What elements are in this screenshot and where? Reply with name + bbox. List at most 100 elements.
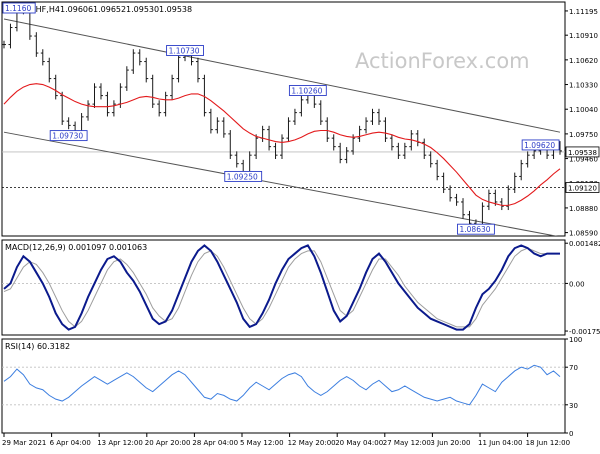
macd-line	[3, 244, 560, 331]
price-tick-label: 1.09750	[569, 131, 598, 139]
price-tick-label: 1.11195	[569, 8, 598, 16]
price-bar	[105, 91, 110, 117]
price-bar	[144, 57, 149, 83]
price-tick: 1.08590	[565, 230, 598, 238]
price-bar	[98, 83, 103, 100]
price-bar	[292, 108, 297, 125]
price-annotation-label: 1.10260	[291, 86, 322, 95]
price-annotations: 1.1160 1.10730 1.09730 1.10260 1.09250 1.0962…	[2, 2, 560, 235]
rsi-tick: 30	[565, 402, 578, 410]
time-tick-label: 6 Apr 04:00	[50, 439, 91, 447]
price-bar	[506, 185, 511, 211]
price-bar	[325, 117, 330, 142]
price-tick: 1.09460	[565, 156, 598, 164]
price-bar	[195, 57, 200, 83]
price-tick-label: 1.10330	[569, 82, 598, 90]
price-bar	[512, 172, 517, 194]
price-tick-label: 1.08880	[569, 205, 598, 213]
price-bar	[299, 96, 304, 117]
time-tick-label: 3 Jun 20:00	[430, 439, 470, 447]
time-tick: 18 Jun 12:00	[526, 433, 570, 447]
price-bar	[131, 49, 136, 74]
price-bar	[402, 142, 407, 159]
header-high: 1.09652	[93, 5, 126, 14]
rsi-plot	[2, 364, 565, 406]
price-panel-frame	[1, 1, 566, 237]
macd-tick: -0.001754	[565, 328, 600, 336]
price-bar	[208, 108, 213, 134]
time-tick-label: 5 May 12:00	[240, 439, 284, 447]
price-bar	[254, 134, 259, 159]
price-annotation-label: 1.09250	[227, 172, 258, 181]
time-tick: 13 Apr 12:00	[97, 433, 143, 447]
price-bar	[383, 117, 388, 142]
price-bar	[422, 138, 427, 159]
price-bar	[163, 91, 168, 117]
rsi-tick-label: 30	[569, 402, 578, 410]
price-annotation: 1.10260	[288, 85, 327, 96]
price-bar	[435, 159, 440, 181]
macd-tick: 0.00	[565, 280, 585, 288]
price-bar	[344, 147, 349, 164]
price-bar	[441, 172, 446, 194]
price-bar	[228, 130, 233, 159]
price-bar	[2, 40, 6, 49]
rsi-tick-label: 100	[569, 336, 582, 344]
price-bar	[111, 100, 116, 117]
price-tick-label: 1.10910	[569, 32, 598, 40]
price-bar	[234, 151, 239, 168]
price-axis: 1.11195 1.10910 1.10620 1.10330 1.10040 1.097…	[565, 8, 600, 238]
price-bar	[47, 57, 52, 83]
time-tick-label: 28 Apr 04:00	[192, 439, 238, 447]
price-bar	[157, 100, 162, 117]
price-bar	[124, 66, 129, 91]
price-bar	[221, 117, 226, 138]
price-bar	[519, 159, 524, 181]
time-tick: 5 May 12:00	[240, 433, 284, 447]
price-annotation-label: 1.08630	[460, 225, 491, 234]
price-bar	[357, 125, 362, 142]
header-open: 1.09606	[60, 5, 93, 14]
time-tick-label: 13 Apr 12:00	[97, 439, 143, 447]
time-tick-label: 27 May 12:00	[383, 439, 431, 447]
price-tick: 1.10620	[565, 57, 598, 65]
price-bar	[40, 49, 45, 66]
time-tick: 12 May 20:00	[288, 433, 336, 447]
price-tick: 1.11195	[565, 8, 598, 16]
price-annotation: 1.09620	[521, 139, 560, 151]
price-bar	[396, 142, 401, 159]
price-bar	[499, 198, 504, 211]
price-bar	[60, 91, 65, 125]
price-bar	[150, 74, 155, 108]
header-low: 1.09530	[126, 5, 159, 14]
macd-tick: 0.001482	[565, 240, 600, 248]
time-tick-label: 11 Jun 04:00	[478, 439, 522, 447]
price-tick-label: 1.10620	[569, 57, 598, 65]
time-tick: 20 Apr 20:00	[145, 433, 190, 447]
time-tick: 27 May 12:00	[383, 433, 431, 447]
price-bar	[286, 117, 291, 142]
price-bar	[92, 83, 97, 108]
price-bar	[428, 151, 433, 168]
price-bar	[338, 142, 343, 164]
macd-tick-label: -0.001754	[569, 328, 600, 336]
price-bar	[53, 74, 58, 100]
price-bar	[34, 32, 39, 57]
rsi-tick: 0	[565, 430, 573, 438]
current-price-box: 1.09538	[565, 146, 600, 158]
price-tick: 1.08880	[565, 205, 598, 213]
macd-tick-label: 0.00	[569, 280, 585, 288]
time-tick: 11 Jun 04:00	[478, 433, 522, 447]
price-bar	[66, 117, 71, 130]
rsi-axis: 100 70 30 0	[565, 336, 582, 438]
price-bar	[137, 49, 142, 66]
channel-upper-line	[3, 18, 561, 133]
time-tick: 6 Apr 04:00	[50, 433, 91, 447]
price-bar	[176, 53, 181, 83]
price-bar	[376, 108, 381, 125]
macd-label: MACD(12,26,9) 0.001097 0.001063	[5, 243, 147, 252]
svg-text:1.09538: 1.09538	[568, 149, 597, 157]
price-bar	[389, 134, 394, 151]
price-plot	[2, 2, 562, 236]
